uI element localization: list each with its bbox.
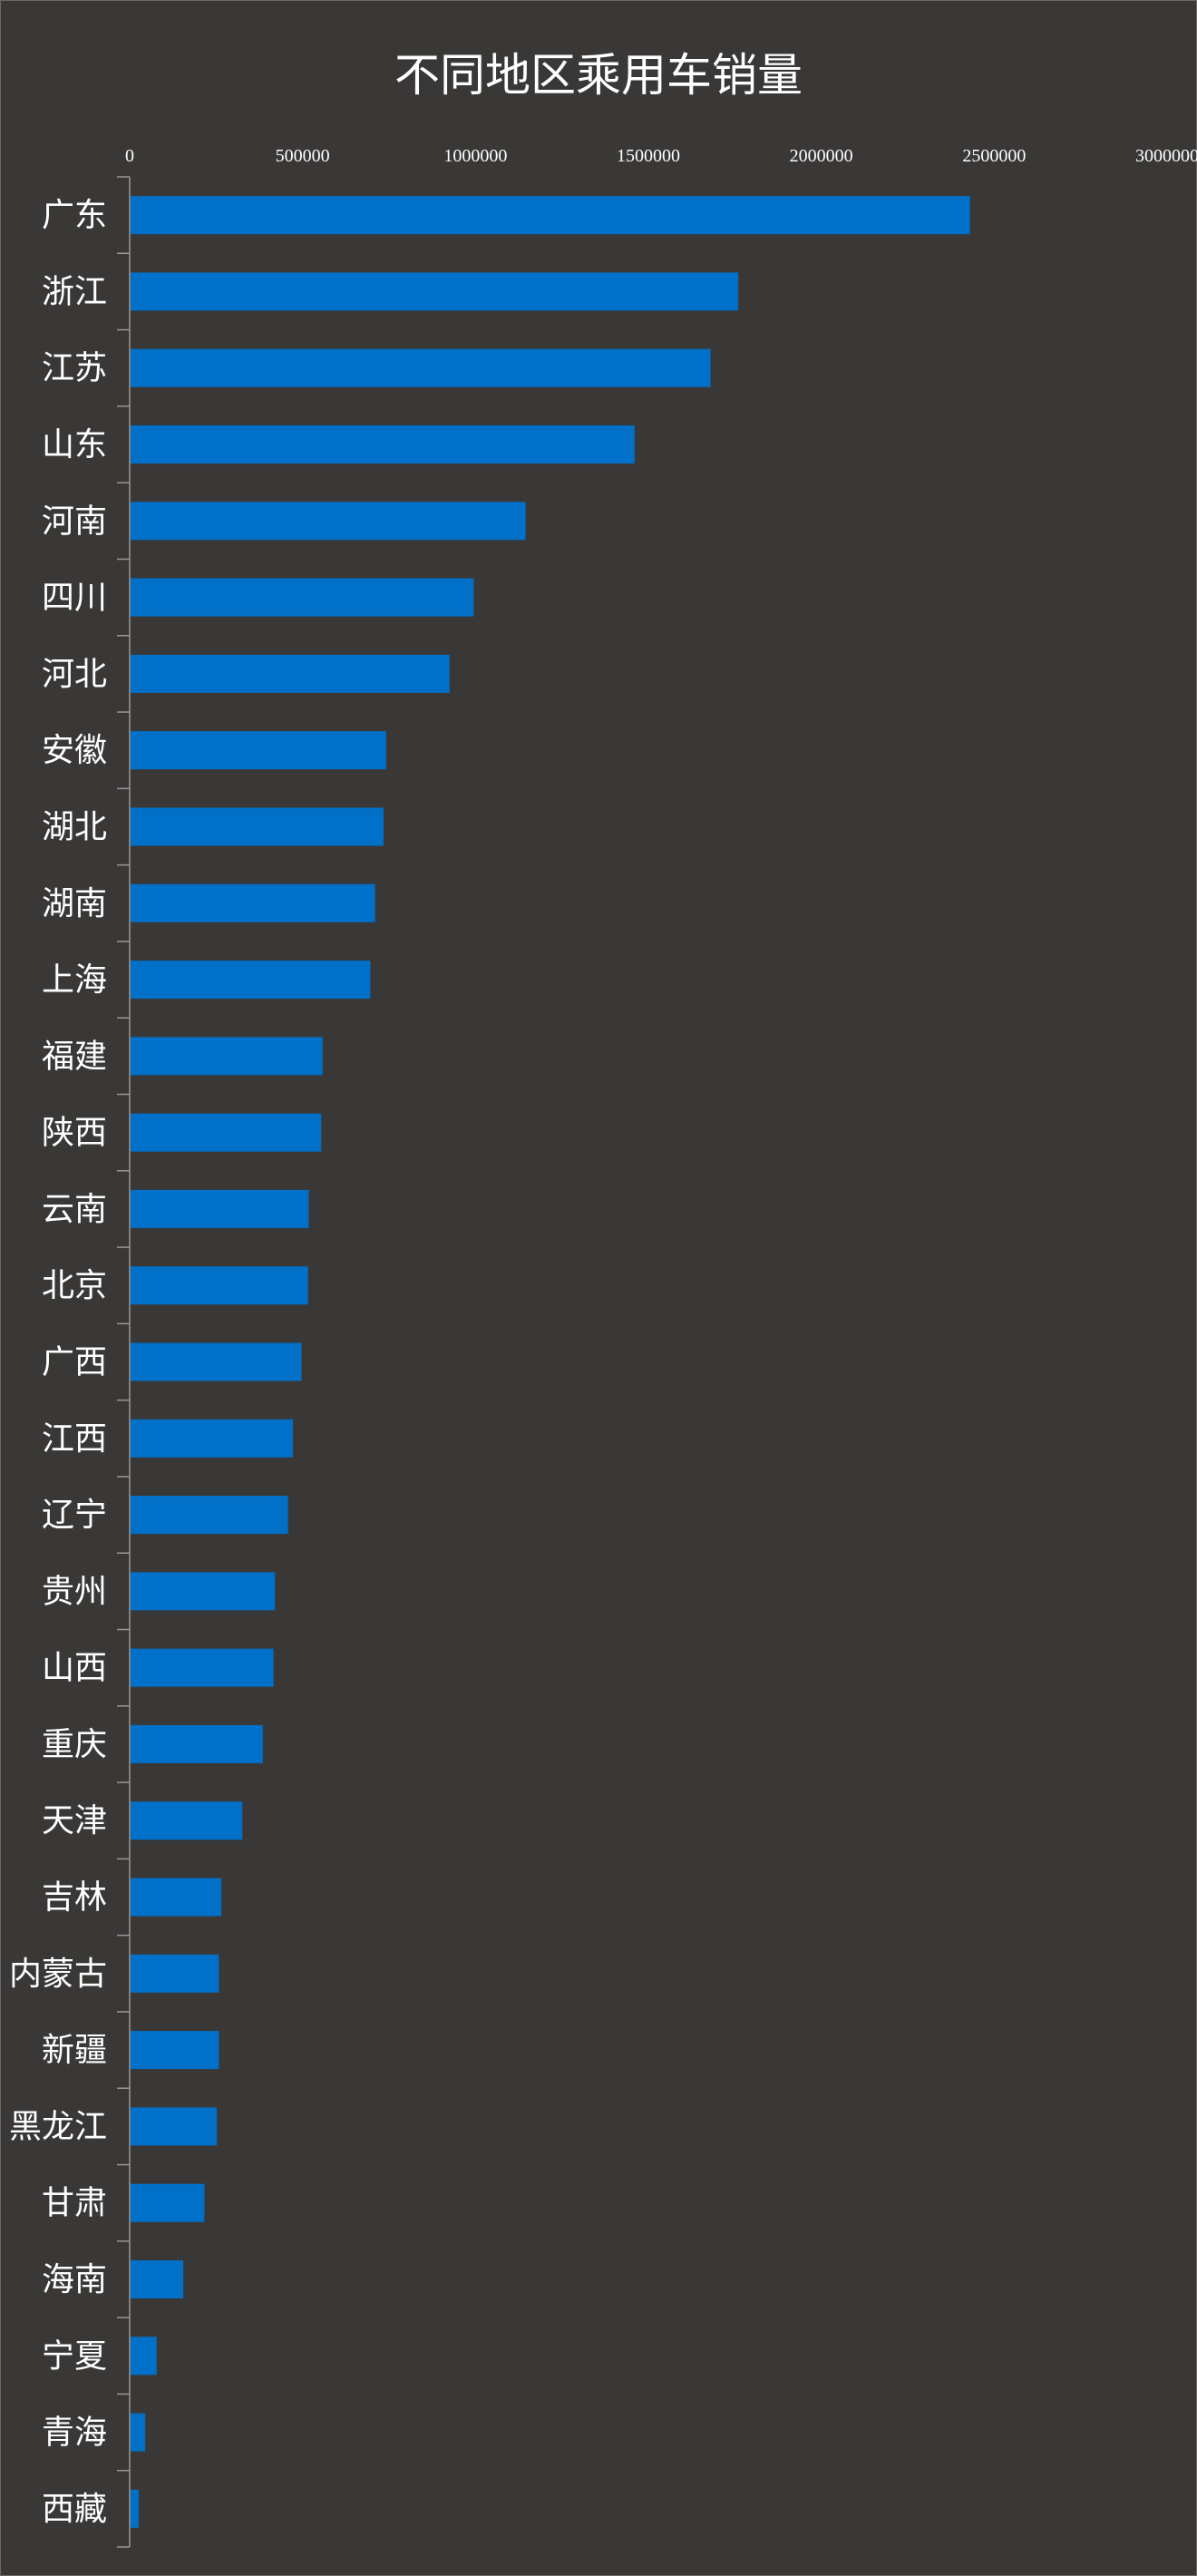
x-tick-label: 2000000 <box>790 146 853 166</box>
bar <box>131 1954 219 1993</box>
bar <box>131 2183 205 2222</box>
category-label: 辽宁 <box>42 1497 107 1534</box>
x-tick-label: 500000 <box>276 146 330 166</box>
category-label: 江苏 <box>42 350 107 387</box>
bar <box>131 578 474 617</box>
category-labels: 广东浙江江苏山东河南四川河北安徽湖北湖南上海福建陕西云南北京广西江西辽宁贵州山西… <box>9 197 107 2528</box>
category-label: 新疆 <box>42 2032 107 2069</box>
bar <box>131 961 371 1000</box>
category-label: 天津 <box>42 1802 107 1839</box>
category-label: 江西 <box>42 1420 107 1458</box>
x-axis-ticks: 0 500000 1000000 1500000 2000000 2500000 30000… <box>125 146 1197 166</box>
y-axis-tick-marks <box>117 176 130 2548</box>
category-label: 湖南 <box>42 885 107 922</box>
category-label: 北京 <box>42 1267 107 1304</box>
x-tick-label: 1500000 <box>617 146 680 166</box>
category-label: 福建 <box>42 1038 107 1075</box>
bar <box>131 1648 274 1687</box>
category-label: 黑龙江 <box>9 2108 107 2145</box>
bar <box>131 883 375 922</box>
bar <box>131 272 739 311</box>
category-label: 上海 <box>42 961 107 999</box>
bar <box>131 1724 263 1763</box>
bar <box>131 654 450 693</box>
category-label: 山东 <box>42 426 107 463</box>
x-tick-label: 3000000 <box>1135 146 1197 166</box>
bar <box>131 2489 139 2528</box>
category-label: 重庆 <box>42 1726 107 1763</box>
x-tick-label: 2500000 <box>962 146 1026 166</box>
bar <box>131 1572 276 1611</box>
category-label: 云南 <box>42 1191 107 1228</box>
bar <box>131 2031 219 2070</box>
bar <box>131 1189 309 1228</box>
category-label: 青海 <box>42 2415 107 2452</box>
category-label: 安徽 <box>42 732 107 769</box>
category-label: 吉林 <box>42 1879 107 1917</box>
bar <box>131 502 526 541</box>
category-label: 四川 <box>42 580 107 617</box>
category-label: 西藏 <box>42 2491 107 2528</box>
bar <box>131 196 970 235</box>
category-label: 山西 <box>42 1650 107 1687</box>
bar <box>131 2259 184 2298</box>
category-label: 宁夏 <box>42 2337 107 2375</box>
bar <box>131 2107 218 2146</box>
bar <box>131 1496 288 1535</box>
category-label: 广西 <box>42 1344 107 1381</box>
category-label: 内蒙古 <box>9 1956 107 1993</box>
bar <box>131 1037 323 1076</box>
bar <box>131 425 635 464</box>
bar <box>131 731 386 770</box>
bars <box>131 196 970 2528</box>
category-label: 河北 <box>42 656 107 693</box>
x-tick-label: 1000000 <box>443 146 507 166</box>
category-label: 河南 <box>42 503 107 540</box>
x-tick-label: 0 <box>125 146 134 166</box>
category-label: 贵州 <box>42 1573 107 1610</box>
category-label: 浙江 <box>42 273 107 310</box>
bar <box>131 1419 293 1458</box>
bar <box>131 1342 302 1381</box>
bar <box>131 807 384 846</box>
bar <box>131 1801 243 1840</box>
bar <box>131 348 711 387</box>
chart-title: 不同地区乘用车销量 <box>394 49 803 102</box>
category-label: 海南 <box>42 2261 107 2298</box>
bar <box>131 1878 222 1917</box>
category-label: 广东 <box>42 197 107 234</box>
bar <box>131 2413 146 2452</box>
bar <box>131 1113 322 1152</box>
bar <box>131 2337 157 2376</box>
category-label: 甘肃 <box>42 2185 107 2222</box>
category-label: 陕西 <box>42 1115 107 1152</box>
category-label: 湖北 <box>42 808 107 845</box>
bar <box>131 1266 308 1305</box>
